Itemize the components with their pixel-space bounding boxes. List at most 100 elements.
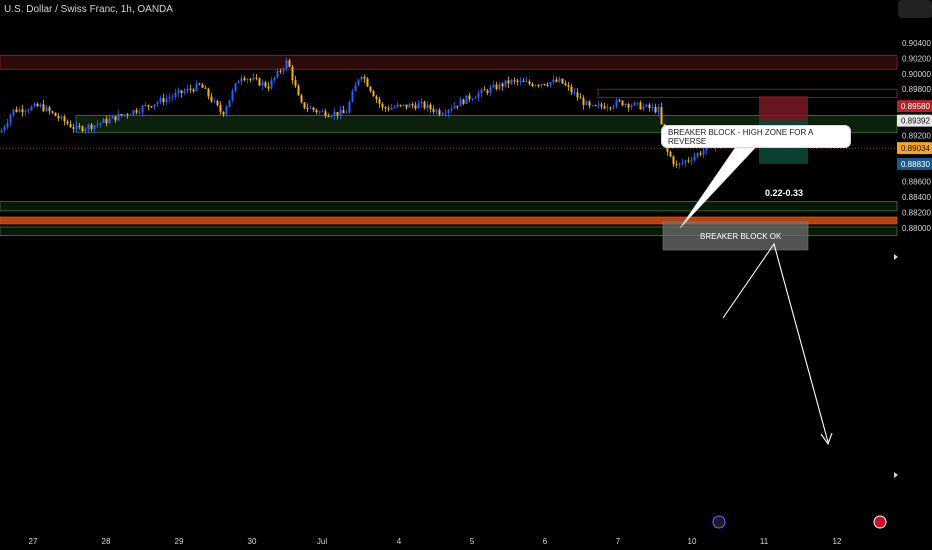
candle-body (453, 105, 456, 109)
candle-body (147, 105, 150, 107)
candle-body (252, 77, 255, 80)
candle-body (96, 124, 99, 126)
candle-body (258, 78, 261, 86)
candle-body (654, 106, 657, 113)
candle-body (54, 112, 57, 117)
candle-body (105, 118, 108, 124)
candle-body (87, 124, 90, 130)
candle-body (660, 107, 663, 125)
candle-body (375, 96, 378, 100)
candle-body (360, 76, 363, 80)
candle-body (696, 153, 699, 157)
price-tick: 0.89800 (902, 85, 931, 94)
candle-body (168, 97, 171, 99)
zone-support-1 (0, 201, 898, 212)
candle-body (669, 151, 672, 157)
candle-body (117, 114, 120, 121)
candle-body (408, 104, 411, 108)
candle-body (438, 110, 441, 115)
time-tick: 7 (616, 537, 621, 546)
candle-body (210, 96, 213, 102)
candle-body (612, 106, 615, 108)
time-tick: 29 (175, 537, 184, 546)
candle-body (561, 78, 564, 84)
candle-body (522, 80, 525, 82)
top-button[interactable] (898, 0, 932, 18)
candle-body (327, 116, 330, 118)
candle-body (72, 127, 75, 129)
candle-body (702, 150, 705, 155)
candle-body (63, 116, 66, 122)
candle-body (186, 88, 189, 92)
candle-body (507, 80, 510, 84)
candle-body (3, 126, 6, 131)
candle-body (399, 104, 402, 106)
candle-body (489, 87, 492, 93)
candle-body (429, 104, 432, 110)
callout-note[interactable]: BREAKER BLOCK - HIGH ZONE FOR A REVERSE (661, 125, 851, 148)
price-axis[interactable]: 0.904000.902000.900000.898000.896000.894… (894, 39, 932, 478)
candle-body (372, 91, 375, 97)
candle-body (225, 107, 228, 115)
candle-body (48, 107, 51, 112)
candle-body (423, 101, 426, 109)
candle-body (642, 106, 645, 110)
candle-body (15, 109, 18, 112)
callout-text: BREAKER BLOCK - HIGH ZONE FOR A REVERSE (668, 127, 813, 146)
candle-body (9, 114, 12, 123)
time-axis[interactable]: 27 28 29 30 Jul 4 5 6 7 10 11 12 (29, 515, 887, 546)
candle-body (459, 99, 462, 107)
projection-path (722, 242, 829, 443)
candle-body (354, 84, 357, 92)
price-tick: 0.88600 (902, 178, 931, 187)
lightning-event-icon[interactable] (712, 515, 726, 529)
candle-body (699, 153, 702, 155)
candle-body (405, 104, 408, 108)
candle-body (402, 104, 405, 106)
price-tag-text: 0.89034 (901, 144, 930, 153)
candle-body (603, 106, 606, 109)
price-tick: 0.88000 (902, 224, 931, 233)
candle-body (30, 106, 33, 111)
candle-body (417, 103, 420, 109)
candle-body (279, 70, 282, 72)
candle-body (639, 102, 642, 110)
candle-body (249, 79, 252, 81)
candle-body (69, 123, 72, 128)
candle-body (57, 116, 60, 119)
candle-body (672, 156, 675, 165)
candle-body (537, 85, 540, 87)
candle-body (576, 92, 579, 98)
candle-body (501, 83, 504, 87)
candle-body (156, 102, 159, 105)
candle-body (567, 85, 570, 87)
candle-body (513, 79, 516, 81)
candle-body (420, 101, 423, 104)
candle-body (657, 107, 660, 113)
candle-body (216, 100, 219, 106)
candle-body (219, 105, 222, 112)
candle-body (483, 89, 486, 91)
candle-body (51, 111, 54, 113)
candle-body (102, 118, 105, 124)
price-tag (897, 114, 932, 127)
us-flag-icon[interactable] (873, 515, 887, 529)
candle-body (444, 113, 447, 115)
candle-body (384, 107, 387, 109)
time-tick: 5 (470, 537, 475, 546)
candle-body (201, 84, 204, 88)
candle-body (78, 125, 81, 127)
candle-body (693, 156, 696, 161)
candle-body (339, 110, 342, 116)
candle-body (240, 78, 243, 82)
candle-body (393, 107, 396, 109)
candle-body (123, 114, 126, 116)
candle-body (363, 76, 366, 79)
candle-body (300, 95, 303, 103)
candle-body (492, 84, 495, 88)
candle-body (39, 104, 42, 107)
candle-body (525, 81, 528, 83)
arrow-head (820, 432, 833, 446)
candle-body (315, 109, 318, 113)
